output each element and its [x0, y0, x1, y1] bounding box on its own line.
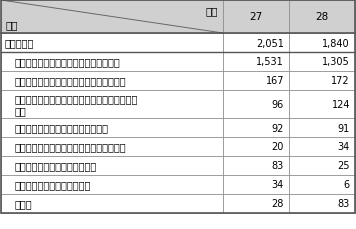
Text: 区分: 区分: [5, 20, 17, 30]
Bar: [289, 72, 355, 91]
Text: 6: 6: [344, 180, 350, 190]
Text: 83: 83: [338, 199, 350, 209]
Text: その他: その他: [15, 199, 33, 209]
Bar: [1, 175, 223, 194]
Text: 27: 27: [249, 12, 263, 22]
Bar: [1, 1, 223, 34]
Text: 172: 172: [331, 76, 350, 86]
Text: 34: 34: [272, 180, 284, 190]
Text: 年次: 年次: [205, 6, 218, 16]
Text: ウェブサイトの改ざん・消去: ウェブサイトの改ざん・消去: [15, 180, 91, 190]
Text: 28: 28: [315, 12, 329, 22]
Bar: [289, 53, 355, 72]
Bar: [1, 156, 223, 175]
Text: 知人になりすましての情報発信: 知人になりすましての情報発信: [15, 161, 97, 171]
Bar: [1, 34, 223, 53]
Text: 92: 92: [272, 123, 284, 133]
Bar: [289, 194, 355, 213]
Bar: [289, 118, 355, 137]
Text: インターネット・オークションの不正操作: インターネット・オークションの不正操作: [15, 142, 127, 152]
Bar: [1, 118, 223, 137]
Bar: [223, 53, 289, 72]
Bar: [223, 91, 289, 118]
Bar: [1, 137, 223, 156]
Text: オンラインゲーム、コミュニティサイトの不正
操作: オンラインゲーム、コミュニティサイトの不正 操作: [15, 94, 138, 115]
Bar: [289, 34, 355, 53]
Bar: [223, 72, 289, 91]
Bar: [1, 72, 223, 91]
Bar: [1, 91, 223, 118]
Text: 1,531: 1,531: [256, 57, 284, 67]
Text: 124: 124: [331, 100, 350, 109]
Text: 20: 20: [272, 142, 284, 152]
Bar: [289, 175, 355, 194]
Text: 83: 83: [272, 161, 284, 171]
Bar: [1, 194, 223, 213]
Text: 1,305: 1,305: [322, 57, 350, 67]
Bar: [289, 91, 355, 118]
Text: 2,051: 2,051: [256, 38, 284, 48]
Text: 1,840: 1,840: [323, 38, 350, 48]
Text: インターネットバンキングでの不正送金: インターネットバンキングでの不正送金: [15, 57, 121, 67]
Text: 34: 34: [338, 142, 350, 152]
Text: 96: 96: [272, 100, 284, 109]
Bar: [223, 194, 289, 213]
Bar: [223, 156, 289, 175]
Bar: [1, 53, 223, 72]
Bar: [289, 137, 355, 156]
Bar: [289, 156, 355, 175]
Bar: [223, 118, 289, 137]
Bar: [223, 34, 289, 53]
Text: メールの盗み見等の情報の不正入手: メールの盗み見等の情報の不正入手: [15, 123, 109, 133]
Bar: [223, 137, 289, 156]
Text: 91: 91: [338, 123, 350, 133]
Text: 合計（件）: 合計（件）: [5, 38, 35, 48]
Text: 167: 167: [266, 76, 284, 86]
Text: 28: 28: [272, 199, 284, 209]
Bar: [223, 1, 289, 34]
Text: インターネットショッピングでの不正購入: インターネットショッピングでの不正購入: [15, 76, 127, 86]
Bar: [289, 1, 355, 34]
Text: 25: 25: [337, 161, 350, 171]
Bar: [223, 175, 289, 194]
